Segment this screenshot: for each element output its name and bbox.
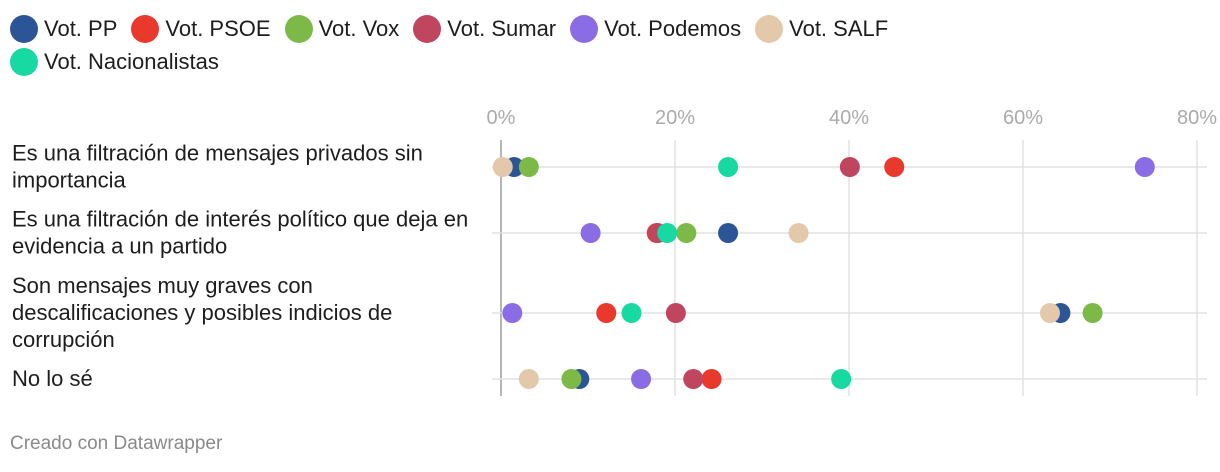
dot-vot-sumar: [839, 157, 860, 177]
dot-vot-vox: [676, 223, 697, 243]
dot-vot-vox: [1082, 303, 1103, 323]
row-label: No lo sé: [12, 366, 93, 391]
dot-vot-salf: [518, 369, 539, 389]
dot-vot-podemos: [580, 223, 601, 243]
legend-item-vot-psoe: Vot. PSOE: [131, 12, 271, 45]
legend-swatch: [413, 14, 442, 43]
legend-item-vot-sumar: Vot. Sumar: [413, 12, 556, 45]
dot-vot-vox: [561, 369, 582, 389]
dot-vot-psoe: [596, 303, 617, 323]
dot-vot-salf: [492, 157, 513, 177]
dot-vot-nacionalistas: [718, 157, 739, 177]
row-label-line: Es una filtración de mensajes privados s…: [12, 141, 423, 166]
legend-swatch: [10, 47, 38, 76]
dot-vot-nacionalistas: [657, 223, 678, 243]
x-tick-label: 60%: [1003, 107, 1043, 129]
legend-label: Vot. Sumar: [447, 16, 557, 41]
x-tick-label: 20%: [655, 107, 695, 129]
dot-vot-nacionalistas: [621, 303, 642, 323]
dot-vot-psoe: [701, 369, 722, 389]
dot-vot-salf: [788, 223, 809, 243]
row-label: Son mensajes muy graves con descalificaci…: [12, 273, 392, 352]
legend-item-vot-pp: Vot. PP: [10, 12, 117, 45]
legend-item-vot-vox: Vot. Vox: [284, 12, 400, 45]
row-label-line: descalificaciones y posibles indicios de: [12, 300, 392, 325]
legend-label: Vot. PP: [44, 16, 118, 41]
row-label-line: No lo sé: [12, 366, 93, 391]
dot-plot: 0% 20% 40% 60% 80% Es una filtración de mensa…: [12, 107, 1217, 396]
row-label: Es una filtración de mensajes privados s…: [12, 141, 423, 193]
dot-vot-vox: [518, 157, 539, 177]
legend-item-vot-nacionalistas: Vot. Nacionalistas: [10, 45, 219, 78]
legend-swatch: [570, 14, 599, 43]
row-label-line: Son mensajes muy graves con: [12, 273, 313, 298]
legend-swatch: [10, 14, 38, 43]
legend-item-vot-salf: Vot. SALF: [755, 12, 888, 45]
legend-swatch: [284, 14, 313, 43]
legend-label: Vot. Nacionalistas: [44, 49, 219, 74]
x-tick-label: 80%: [1177, 107, 1217, 129]
legend-label: Vot. PSOE: [165, 16, 271, 41]
legend-label: Vot. SALF: [789, 16, 889, 41]
row-label-line: Es una filtración de interés político qu…: [12, 207, 468, 232]
credit-text: Creado con Datawrapper: [10, 433, 223, 454]
dot-vot-sumar: [665, 303, 686, 323]
dot-vot-nacionalistas: [831, 369, 852, 389]
legend-swatch: [755, 14, 784, 43]
dot-vot-salf: [1039, 303, 1060, 323]
x-tick-label: 40%: [829, 107, 869, 129]
row-label-line: evidencia a un partido: [12, 234, 227, 259]
row-label: Es una filtración de interés político qu…: [12, 207, 468, 259]
legend-label: Vot. Podemos: [604, 16, 742, 41]
row-label-line: importancia: [12, 168, 126, 193]
legend-swatch: [131, 14, 160, 43]
x-tick-label: 0%: [487, 107, 516, 129]
dot-vot-podemos: [502, 303, 523, 323]
dot-vot-sumar: [683, 369, 704, 389]
row-label-line: corrupción: [12, 327, 115, 352]
dot-vot-pp: [718, 223, 739, 243]
chart-legend: Vot. PP Vot. PSOE Vot. Vox Vot. Sumar Vot. P…: [10, 12, 1090, 78]
legend-label: Vot. Vox: [318, 16, 400, 41]
dot-vot-podemos: [631, 369, 652, 389]
dot-vot-podemos: [1134, 157, 1155, 177]
legend-item-vot-podemos: Vot. Podemos: [570, 12, 741, 45]
dot-vot-psoe: [884, 157, 905, 177]
